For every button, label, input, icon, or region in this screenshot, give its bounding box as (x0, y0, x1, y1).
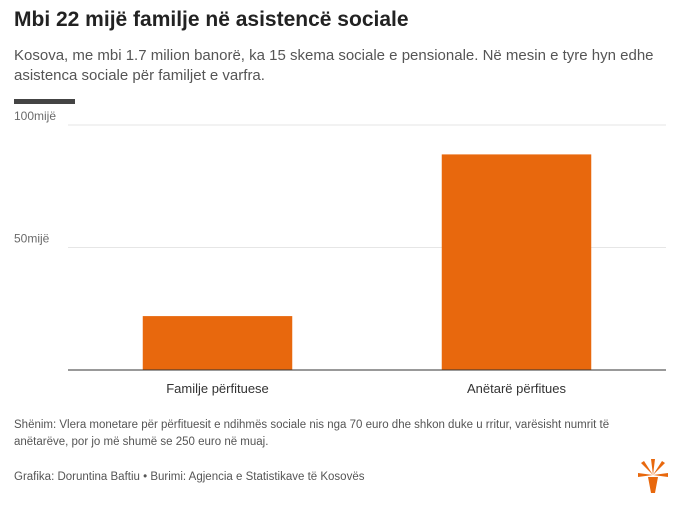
title-divider (14, 99, 75, 104)
bar (142, 316, 293, 370)
source-credit: Grafika: Doruntina Baftiu • Burimi: Agje… (14, 471, 365, 483)
y-tick-label: 100mijë (14, 109, 56, 123)
rfe-sunburst-icon (638, 459, 668, 493)
x-tick-label: Anëtarë përfitues (467, 381, 567, 396)
footnote: Shënim: Vlera monetare për përfituesit e… (14, 419, 610, 448)
chart-title: Mbi 22 mijë familje në asistencë sociale (14, 8, 409, 31)
x-tick-label: Familje përfituese (166, 381, 269, 396)
bar-chart: 50mijë 100mijë Familje përfituese Anëtarë p… (14, 109, 666, 396)
y-tick-label: 50mijë (14, 232, 50, 246)
bar (441, 154, 592, 370)
chart-subtitle: Kosova, me mbi 1.7 milion banorë, ka 15 … (14, 47, 654, 84)
